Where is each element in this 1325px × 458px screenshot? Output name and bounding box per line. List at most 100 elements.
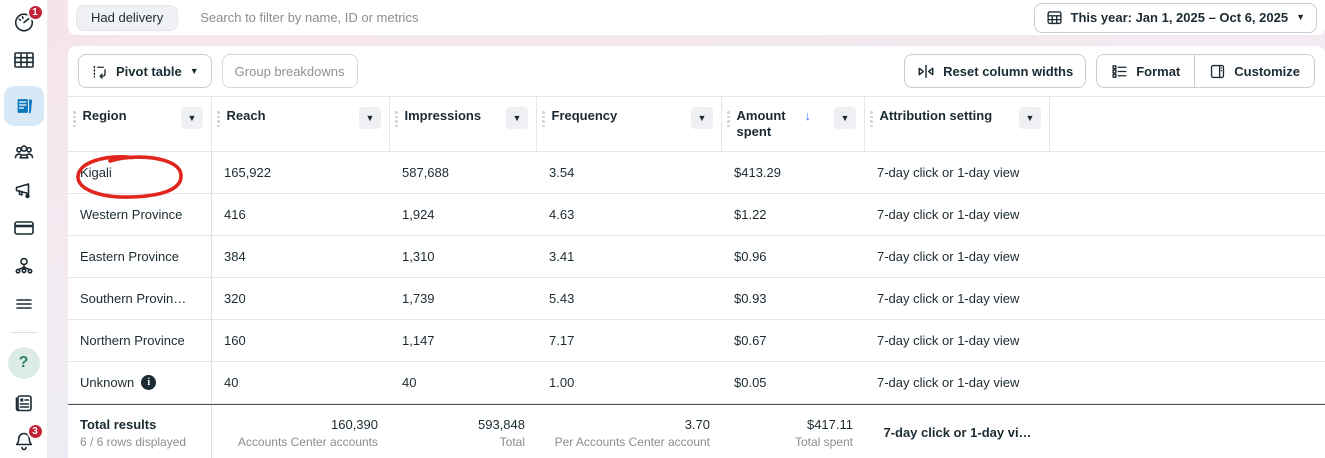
totals-frequency-value: 3.70 <box>684 416 710 432</box>
region-value: Unknown <box>80 375 135 390</box>
column-header-attribution-setting[interactable]: Attribution setting ▼ <box>865 97 1050 151</box>
gauge-icon <box>14 13 33 32</box>
sidebar-item-business-assets[interactable] <box>12 254 36 278</box>
drag-handle-icon[interactable] <box>870 111 873 127</box>
column-label: Region <box>82 108 127 123</box>
reach-cell: 160 <box>212 320 390 361</box>
chevron-down-icon: ▼ <box>1296 12 1305 22</box>
sidebar-item-notifications[interactable]: 3 <box>12 423 44 453</box>
sidebar-item-help[interactable]: ? <box>7 347 40 379</box>
sidebar-item-ads-reporting[interactable] <box>3 86 44 126</box>
pivot-table-button[interactable]: Pivot table ▼ <box>78 54 212 88</box>
attribution-cell: 7-day click or 1-day view <box>865 278 1050 319</box>
sidebar-item-audiences[interactable] <box>12 140 36 164</box>
totals-frequency-label: Per Accounts Center account <box>554 434 710 449</box>
frequency-cell: 3.54 <box>537 152 722 193</box>
totals-title: Total results <box>80 416 157 432</box>
totals-amount-label: Total spent <box>794 434 853 449</box>
amount-spent-cell: $0.67 <box>722 320 865 361</box>
table-body: Kigali 165,922 587,688 3.54 $413.29 7-da… <box>68 152 1325 404</box>
attribution-cell: 7-day click or 1-day view <box>865 362 1050 403</box>
ads-reporting-icon <box>15 97 32 115</box>
reach-value: 165,922 <box>224 165 271 180</box>
totals-attribution-value: 7-day click or 1-day vi… <box>883 425 1032 440</box>
impressions-cell: 40 <box>390 362 537 403</box>
sidebar-item-campaigns[interactable] <box>12 48 36 72</box>
impressions-value: 1,147 <box>402 333 435 348</box>
region-value: Eastern Province <box>80 249 179 264</box>
amount-spent-cell: $1.22 <box>722 194 865 235</box>
reach-cell: 384 <box>212 236 390 277</box>
attribution-cell: 7-day click or 1-day view <box>865 152 1050 193</box>
format-button[interactable]: Format <box>1097 55 1195 87</box>
sidebar-item-updates[interactable] <box>12 391 36 415</box>
report-table-card: Pivot table ▼ Group breakdowns Reset col… <box>68 46 1325 458</box>
column-menu-button[interactable]: ▼ <box>359 107 381 129</box>
totals-impressions-cell: 593,848 Total <box>390 405 537 458</box>
sidebar-item-all-tools[interactable] <box>12 292 36 316</box>
date-range-button[interactable]: This year: Jan 1, 2025 – Oct 6, 2025 ▼ <box>1033 2 1317 33</box>
drag-handle-icon[interactable] <box>542 111 545 127</box>
totals-row: Total results 6 / 6 rows displayed 160,3… <box>68 404 1325 458</box>
info-icon[interactable]: i <box>141 375 157 390</box>
reset-column-widths-label: Reset column widths <box>943 63 1074 79</box>
reach-value: 40 <box>224 375 239 390</box>
reach-value: 384 <box>224 249 246 264</box>
search-filter-input[interactable] <box>200 4 621 31</box>
customize-button[interactable]: Customize <box>1194 55 1314 87</box>
reset-column-widths-button[interactable]: Reset column widths <box>904 54 1087 88</box>
drag-handle-icon[interactable] <box>727 111 730 127</box>
amount-spent-value: $0.96 <box>734 249 767 264</box>
attribution-cell: 7-day click or 1-day view <box>865 320 1050 361</box>
region-cell: Eastern Province <box>68 236 212 277</box>
column-label: Reach <box>226 108 266 123</box>
attribution-value: 7-day click or 1-day view <box>877 375 1020 390</box>
column-menu-button[interactable]: ▼ <box>691 107 713 129</box>
frequency-value: 3.54 <box>549 165 575 180</box>
column-menu-button[interactable]: ▼ <box>506 107 528 129</box>
format-icon <box>1112 64 1127 78</box>
impressions-value: 1,924 <box>402 207 435 222</box>
updates-journal-icon <box>15 395 32 412</box>
totals-subtitle: 6 / 6 rows displayed <box>80 434 187 449</box>
totals-impressions-value: 593,848 <box>478 416 525 432</box>
filler-cell <box>1050 194 1325 235</box>
sidebar-item-overview[interactable]: 1 <box>12 4 44 34</box>
group-breakdowns-button[interactable]: Group breakdowns <box>221 54 358 88</box>
impressions-value: 1,739 <box>402 291 435 306</box>
drag-handle-icon[interactable] <box>73 111 76 127</box>
column-menu-button[interactable]: ▼ <box>181 107 203 129</box>
table-row: Northern Province 160 1,147 7.17 $0.67 7… <box>68 320 1325 362</box>
left-nav-sidebar: 1 <box>0 0 48 458</box>
frequency-value: 7.17 <box>549 333 575 348</box>
column-label: Attribution setting <box>879 108 993 123</box>
customize-label: Customize <box>1234 63 1300 79</box>
reach-value: 320 <box>224 291 246 306</box>
ads-megaphone-icon <box>15 183 30 199</box>
amount-spent-value: $0.93 <box>734 291 767 306</box>
impressions-cell: 1,924 <box>390 194 537 235</box>
column-header-impressions[interactable]: Impressions ▼ <box>390 97 537 151</box>
calendar-icon <box>1046 11 1062 25</box>
table-toolbar: Pivot table ▼ Group breakdowns Reset col… <box>68 46 1325 96</box>
frequency-cell: 4.63 <box>537 194 722 235</box>
column-menu-button[interactable]: ▼ <box>834 107 856 129</box>
sidebar-item-billing[interactable] <box>12 216 36 240</box>
frequency-value: 1.00 <box>549 375 575 390</box>
drag-handle-icon[interactable] <box>217 111 220 127</box>
drag-handle-icon[interactable] <box>395 111 398 127</box>
column-header-frequency[interactable]: Frequency ▼ <box>537 97 722 151</box>
frequency-cell: 3.41 <box>537 236 722 277</box>
column-header-region[interactable]: Region ▼ <box>68 97 212 151</box>
pivot-table-icon <box>93 65 106 79</box>
reset-column-widths-icon <box>918 64 934 78</box>
column-header-reach[interactable]: Reach ▼ <box>212 97 390 151</box>
sidebar-item-ads[interactable] <box>12 178 36 202</box>
column-label: Frequency <box>551 108 618 123</box>
column-header-amount-spent[interactable]: Amount spent ↓ ▼ <box>722 97 865 151</box>
column-menu-button[interactable]: ▼ <box>1019 107 1041 129</box>
campaigns-table-icon <box>13 52 34 68</box>
all-tools-menu-icon <box>15 299 32 309</box>
had-delivery-filter-chip[interactable]: Had delivery <box>76 4 179 31</box>
group-breakdowns-label: Group breakdowns <box>234 63 345 79</box>
